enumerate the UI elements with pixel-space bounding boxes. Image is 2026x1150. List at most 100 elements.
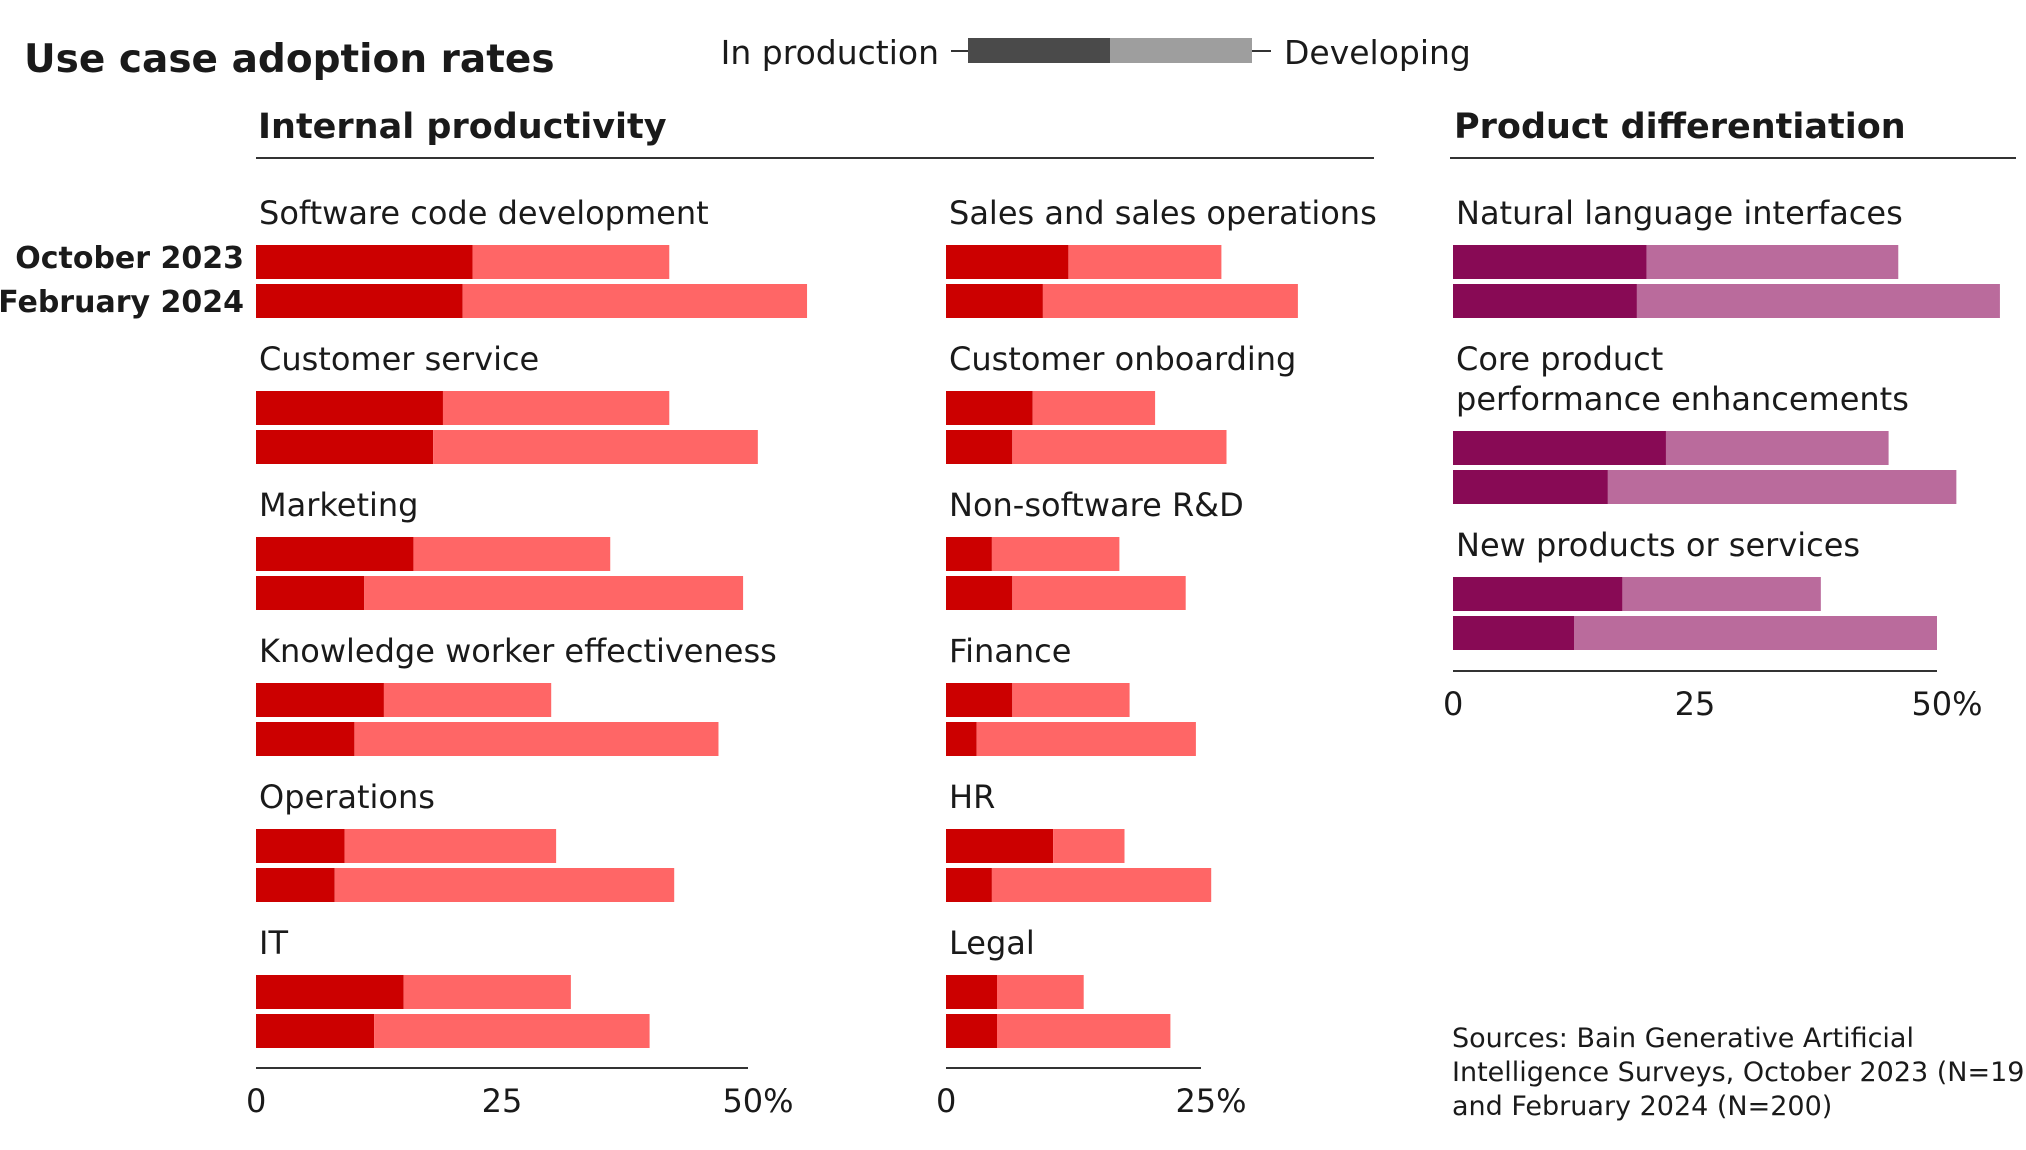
- bars-layer: Software code development Customer servic…: [246, 194, 2000, 1120]
- category-label-line: Customer service: [259, 340, 539, 378]
- category-label-non-software-r-d: Non-software R&D: [949, 486, 1244, 524]
- bar-sales-and-sales-operations-oct_2023-developing: [1068, 245, 1222, 279]
- x-tick-label-panel-2-0: 0: [936, 1082, 956, 1120]
- bar-sales-and-sales-operations-oct_2023-in-production: [946, 245, 1069, 279]
- x-tick-label-panel-3-0: 0: [1443, 685, 1463, 723]
- category-label-line: Operations: [259, 778, 435, 816]
- category-software-code-development: Software code development: [256, 194, 808, 318]
- category-customer-service: Customer service: [256, 340, 758, 464]
- bar-customer-onboarding-oct_2023-developing: [1032, 391, 1156, 425]
- bar-hr-oct_2023-developing: [1053, 829, 1125, 863]
- row-label-february-2024: February 2024: [0, 285, 244, 320]
- source-note: Sources: Bain Generative Artificial Inte…: [1452, 1023, 2026, 1122]
- panel-title-internal-productivity: Internal productivity: [258, 107, 667, 147]
- bar-software-code-development-feb_2024-developing: [462, 284, 808, 318]
- category-label-new-products-or-services: New products or services: [1456, 526, 1860, 564]
- x-tick-label-panel-3-25: 25: [1675, 685, 1716, 723]
- bar-hr-oct_2023-in-production: [946, 829, 1054, 863]
- bar-marketing-oct_2023-in-production: [256, 537, 414, 571]
- source-line-1: Sources: Bain Generative Artificial: [1452, 1023, 1914, 1054]
- bar-core-product-performance-enhancements-oct_2023-developing: [1665, 431, 1889, 465]
- bar-natural-language-interfaces-oct_2023-in-production: [1453, 245, 1647, 279]
- bar-hr-feb_2024-in-production: [946, 868, 992, 902]
- category-label-hr: HR: [949, 778, 995, 816]
- bar-new-products-or-services-feb_2024-in-production: [1453, 616, 1574, 650]
- x-tick-label-panel-2-25: 25%: [1175, 1082, 1246, 1120]
- category-label-line: Finance: [949, 632, 1071, 670]
- category-label-sales-and-sales-operations: Sales and sales operations: [949, 194, 1377, 232]
- bar-it-oct_2023-in-production: [256, 975, 404, 1009]
- category-label-it: IT: [259, 924, 288, 962]
- category-label-line: Non-software R&D: [949, 486, 1244, 524]
- bar-legal-feb_2024-developing: [997, 1014, 1171, 1048]
- bar-legal-oct_2023-developing: [997, 975, 1084, 1009]
- category-label-knowledge-worker-effectiveness: Knowledge worker effectiveness: [259, 632, 777, 670]
- category-label-operations: Operations: [259, 778, 435, 816]
- bar-it-feb_2024-developing: [374, 1014, 650, 1048]
- category-label-line: Software code development: [259, 194, 709, 232]
- bar-hr-feb_2024-developing: [991, 868, 1212, 902]
- bar-customer-service-oct_2023-developing: [442, 391, 670, 425]
- bar-software-code-development-oct_2023-in-production: [256, 245, 473, 279]
- bar-software-code-development-feb_2024-in-production: [256, 284, 463, 318]
- category-label-customer-onboarding: Customer onboarding: [949, 340, 1296, 378]
- legend-label-developing: Developing: [1284, 33, 1471, 72]
- bar-new-products-or-services-oct_2023-in-production: [1453, 577, 1623, 611]
- bar-customer-onboarding-feb_2024-in-production: [946, 430, 1013, 464]
- bar-marketing-feb_2024-in-production: [256, 576, 365, 610]
- bar-marketing-feb_2024-developing: [364, 576, 744, 610]
- bar-finance-oct_2023-in-production: [946, 683, 1013, 717]
- category-non-software-r-d: Non-software R&D: [946, 486, 1244, 610]
- bar-finance-feb_2024-in-production: [946, 722, 977, 756]
- legend: In production Developing: [721, 33, 1471, 72]
- bar-sales-and-sales-operations-feb_2024-developing: [1042, 284, 1298, 318]
- x-tick-label-panel-1-50: 50%: [722, 1082, 793, 1120]
- category-label-line: Legal: [949, 924, 1035, 962]
- bar-operations-oct_2023-developing: [344, 829, 557, 863]
- category-sales-and-sales-operations: Sales and sales operations: [946, 194, 1377, 318]
- panel-title-product-differentiation: Product differentiation: [1454, 107, 1906, 147]
- bar-operations-oct_2023-in-production: [256, 829, 345, 863]
- category-label-finance: Finance: [949, 632, 1071, 670]
- bar-core-product-performance-enhancements-feb_2024-in-production: [1453, 470, 1608, 504]
- row-label-october-2023: October 2023: [15, 241, 244, 276]
- category-label-software-code-development: Software code development: [259, 194, 709, 232]
- x-tick-label-panel-1-25: 25: [482, 1082, 523, 1120]
- category-new-products-or-services: New products or services: [1453, 526, 1937, 650]
- category-label-line: HR: [949, 778, 995, 816]
- bar-customer-service-oct_2023-in-production: [256, 391, 443, 425]
- bar-non-software-r-d-feb_2024-developing: [1012, 576, 1186, 610]
- bar-sales-and-sales-operations-feb_2024-in-production: [946, 284, 1043, 318]
- category-label-line: Marketing: [259, 486, 418, 524]
- bar-customer-onboarding-oct_2023-in-production: [946, 391, 1033, 425]
- bar-non-software-r-d-oct_2023-in-production: [946, 537, 992, 571]
- bar-new-products-or-services-oct_2023-developing: [1622, 577, 1821, 611]
- bar-natural-language-interfaces-feb_2024-developing: [1636, 284, 2000, 318]
- category-customer-onboarding: Customer onboarding: [946, 340, 1296, 464]
- category-it: IT: [256, 924, 650, 1048]
- legend-swatch-developing: [1110, 38, 1252, 63]
- category-label-marketing: Marketing: [259, 486, 418, 524]
- category-core-product-performance-enhancements: Core product performance enhancements: [1453, 340, 1957, 504]
- legend-label-in-production: In production: [721, 33, 939, 72]
- x-tick-label-panel-3-50: 50%: [1911, 685, 1982, 723]
- category-label-line: Core product: [1456, 340, 1663, 378]
- source-line-2: Intelligence Surveys, October 2023 (N=19…: [1452, 1057, 2026, 1088]
- category-finance: Finance: [946, 632, 1196, 756]
- bar-customer-onboarding-feb_2024-developing: [1012, 430, 1227, 464]
- bar-knowledge-worker-effectiveness-feb_2024-in-production: [256, 722, 355, 756]
- bar-marketing-oct_2023-developing: [413, 537, 611, 571]
- category-label-line: Natural language interfaces: [1456, 194, 1903, 232]
- source-line-3: and February 2024 (N=200): [1452, 1091, 1832, 1122]
- bar-knowledge-worker-effectiveness-feb_2024-developing: [354, 722, 719, 756]
- category-label-natural-language-interfaces: Natural language interfaces: [1456, 194, 1903, 232]
- bar-knowledge-worker-effectiveness-oct_2023-developing: [383, 683, 552, 717]
- category-label-line: New products or services: [1456, 526, 1860, 564]
- bar-finance-oct_2023-developing: [1012, 683, 1130, 717]
- category-label-customer-service: Customer service: [259, 340, 539, 378]
- bar-legal-oct_2023-in-production: [946, 975, 997, 1009]
- category-label-line: Customer onboarding: [949, 340, 1296, 378]
- x-tick-label-panel-1-0: 0: [246, 1082, 266, 1120]
- bar-customer-service-feb_2024-in-production: [256, 430, 434, 464]
